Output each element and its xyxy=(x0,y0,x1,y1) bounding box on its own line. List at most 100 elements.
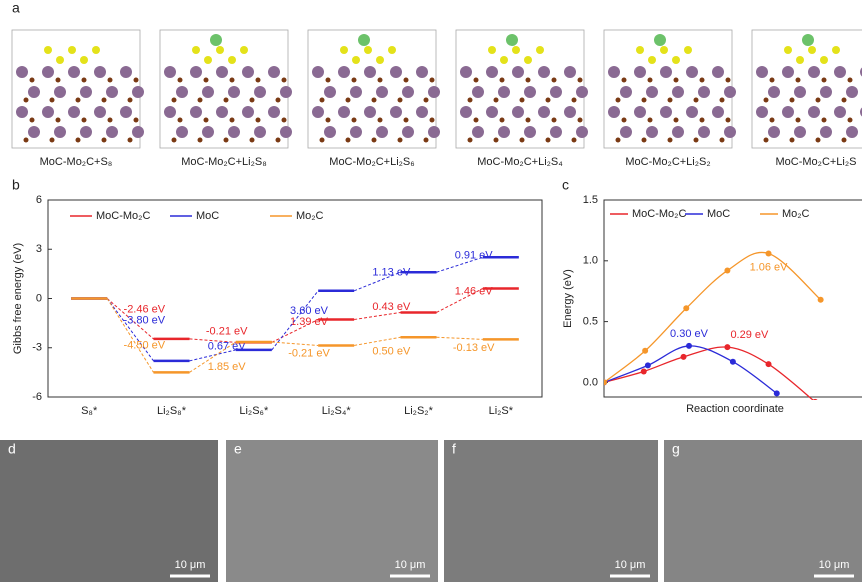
value-label: 0.30 eV xyxy=(670,328,709,340)
mo-atom xyxy=(242,106,254,118)
mo-atom xyxy=(794,86,806,98)
mo-atom xyxy=(768,126,780,138)
mo-atom xyxy=(416,106,428,118)
c-atom xyxy=(56,78,61,83)
c-atom xyxy=(790,138,795,143)
c-atom xyxy=(102,98,107,103)
mo-atom xyxy=(608,66,620,78)
mo-atom xyxy=(472,126,484,138)
c-atom xyxy=(404,78,409,83)
mo-atom xyxy=(808,66,820,78)
legend-label: MoC xyxy=(707,208,730,220)
c-atom xyxy=(128,138,133,143)
s-atom xyxy=(672,56,680,64)
c-atom xyxy=(770,78,775,83)
c-atom xyxy=(848,118,853,123)
mo-atom xyxy=(68,66,80,78)
mo-atom xyxy=(768,86,780,98)
mo-atom xyxy=(120,66,132,78)
mo-atom xyxy=(564,106,576,118)
point xyxy=(766,361,772,367)
mo-atom xyxy=(94,106,106,118)
point xyxy=(730,359,736,365)
c-atom xyxy=(648,118,653,123)
mo-atom xyxy=(106,126,118,138)
c-atom xyxy=(24,98,29,103)
c-atom xyxy=(430,78,435,83)
c-atom xyxy=(572,98,577,103)
c-atom xyxy=(346,138,351,143)
c-atom xyxy=(178,78,183,83)
step-label: -0.21 eV xyxy=(288,348,330,360)
mo-atom xyxy=(254,126,266,138)
step-label: 1.39 eV xyxy=(290,316,329,328)
mo-atom xyxy=(242,66,254,78)
s-atom xyxy=(808,46,816,54)
mo-atom xyxy=(350,86,362,98)
c-atom xyxy=(546,98,551,103)
mo-atom xyxy=(660,106,672,118)
mo-atom xyxy=(550,126,562,138)
mo-atom xyxy=(268,106,280,118)
plot-area xyxy=(601,251,824,405)
x-tick-label: Li₂S₆* xyxy=(239,405,269,417)
s-atom xyxy=(68,46,76,54)
x-tick-label: Li₂S₄* xyxy=(322,405,352,417)
step-label: -0.13 eV xyxy=(453,342,495,354)
panel-label: f xyxy=(452,441,456,457)
s-atom xyxy=(340,46,348,54)
mo-atom xyxy=(228,86,240,98)
mo-atom xyxy=(524,86,536,98)
c-atom xyxy=(250,98,255,103)
mo-atom xyxy=(324,86,336,98)
c-atom xyxy=(668,98,673,103)
c-atom xyxy=(552,78,557,83)
s-atom xyxy=(364,46,372,54)
point xyxy=(686,343,692,349)
mo-atom xyxy=(402,126,414,138)
c-atom xyxy=(282,118,287,123)
s-atom xyxy=(216,46,224,54)
c-atom xyxy=(648,78,653,83)
c-atom xyxy=(230,78,235,83)
point xyxy=(724,268,730,274)
mo-atom xyxy=(80,86,92,98)
c-atom xyxy=(172,138,177,143)
c-atom xyxy=(230,118,235,123)
li-atom xyxy=(210,34,222,46)
c-atom xyxy=(224,98,229,103)
mo-atom xyxy=(80,126,92,138)
step-label: 3.60 eV xyxy=(290,305,329,317)
c-atom xyxy=(572,138,577,143)
point xyxy=(642,348,648,354)
connector xyxy=(354,337,400,345)
c-atom xyxy=(674,118,679,123)
point xyxy=(641,368,647,374)
c-atom xyxy=(378,118,383,123)
mo-atom xyxy=(164,106,176,118)
mo-atom xyxy=(28,126,40,138)
c-atom xyxy=(616,98,621,103)
y-tick-label: 1.0 xyxy=(583,255,598,267)
c-atom xyxy=(56,118,61,123)
mo-atom xyxy=(486,66,498,78)
s-atom xyxy=(92,46,100,54)
c-atom xyxy=(578,78,583,83)
legend-label: MoC xyxy=(196,210,219,222)
mo-atom xyxy=(498,126,510,138)
mo-atom xyxy=(608,106,620,118)
c-atom xyxy=(352,78,357,83)
step-label: 1.13 eV xyxy=(372,266,411,278)
mo-atom xyxy=(846,126,858,138)
c-atom xyxy=(372,98,377,103)
c-atom xyxy=(76,138,81,143)
structure-caption: MoC-Mo₂C+Li₂S₂ xyxy=(625,156,710,168)
panel-label: e xyxy=(234,441,242,457)
mo-atom xyxy=(68,106,80,118)
mo-atom xyxy=(460,106,472,118)
value-label: 0.29 eV xyxy=(730,329,769,341)
mo-atom xyxy=(686,106,698,118)
c-atom xyxy=(816,138,821,143)
mo-atom xyxy=(16,106,28,118)
mo-atom xyxy=(190,66,202,78)
